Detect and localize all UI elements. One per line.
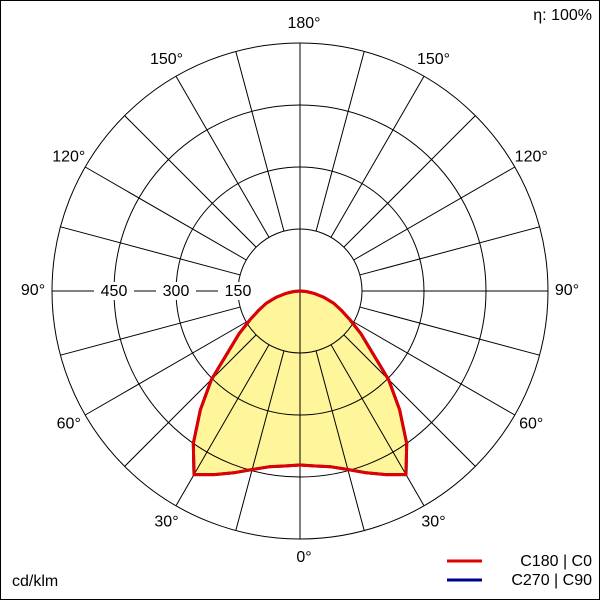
angle-label: 90° — [555, 282, 579, 299]
r-tick-label: 300 — [163, 283, 190, 300]
grid-spoke — [353, 166, 516, 261]
grid-spoke — [235, 51, 285, 232]
grid-spoke — [84, 166, 247, 261]
angle-label: 120° — [52, 149, 85, 166]
angle-label: 150° — [150, 51, 183, 68]
legend-label: C270 | C90 — [511, 572, 592, 589]
grid-spoke — [124, 115, 257, 248]
grid-spoke — [175, 75, 270, 238]
unit-label: cd/klm — [12, 573, 58, 590]
angle-label: 30° — [154, 513, 178, 530]
angle-label: 60° — [57, 416, 81, 433]
angle-label: 180° — [287, 15, 320, 32]
intensity-curve — [299, 289, 409, 477]
grid-spoke — [330, 344, 425, 507]
r-tick-label: 150 — [225, 283, 252, 300]
label-bg — [156, 282, 196, 300]
grid-spoke — [353, 321, 516, 416]
grid-spoke — [124, 334, 257, 467]
angle-label: 120° — [515, 149, 548, 166]
grid-spoke — [84, 321, 247, 416]
grid-spoke — [330, 75, 425, 238]
intensity-curve — [191, 289, 301, 477]
legend-label: C180 | C0 — [520, 553, 592, 570]
label-bg — [218, 282, 258, 300]
angle-label: 30° — [421, 513, 445, 530]
angle-label: 90° — [21, 282, 45, 299]
grid-spoke — [60, 226, 241, 276]
grid-spoke — [315, 350, 365, 531]
grid-spoke — [359, 306, 540, 356]
grid-spoke — [235, 350, 285, 531]
r-tick-label: 450 — [101, 283, 128, 300]
grid-spoke — [175, 344, 270, 507]
efficiency-label: η: 100% — [533, 7, 592, 24]
grid-spoke — [359, 226, 540, 276]
grid-spoke — [343, 115, 476, 248]
angle-label: 150° — [417, 51, 450, 68]
grid-spoke — [315, 51, 365, 232]
grid-spoke — [343, 334, 476, 467]
angle-label: 60° — [519, 416, 543, 433]
angle-label: 0° — [296, 549, 311, 566]
label-bg — [94, 282, 134, 300]
grid-spoke — [60, 306, 241, 356]
